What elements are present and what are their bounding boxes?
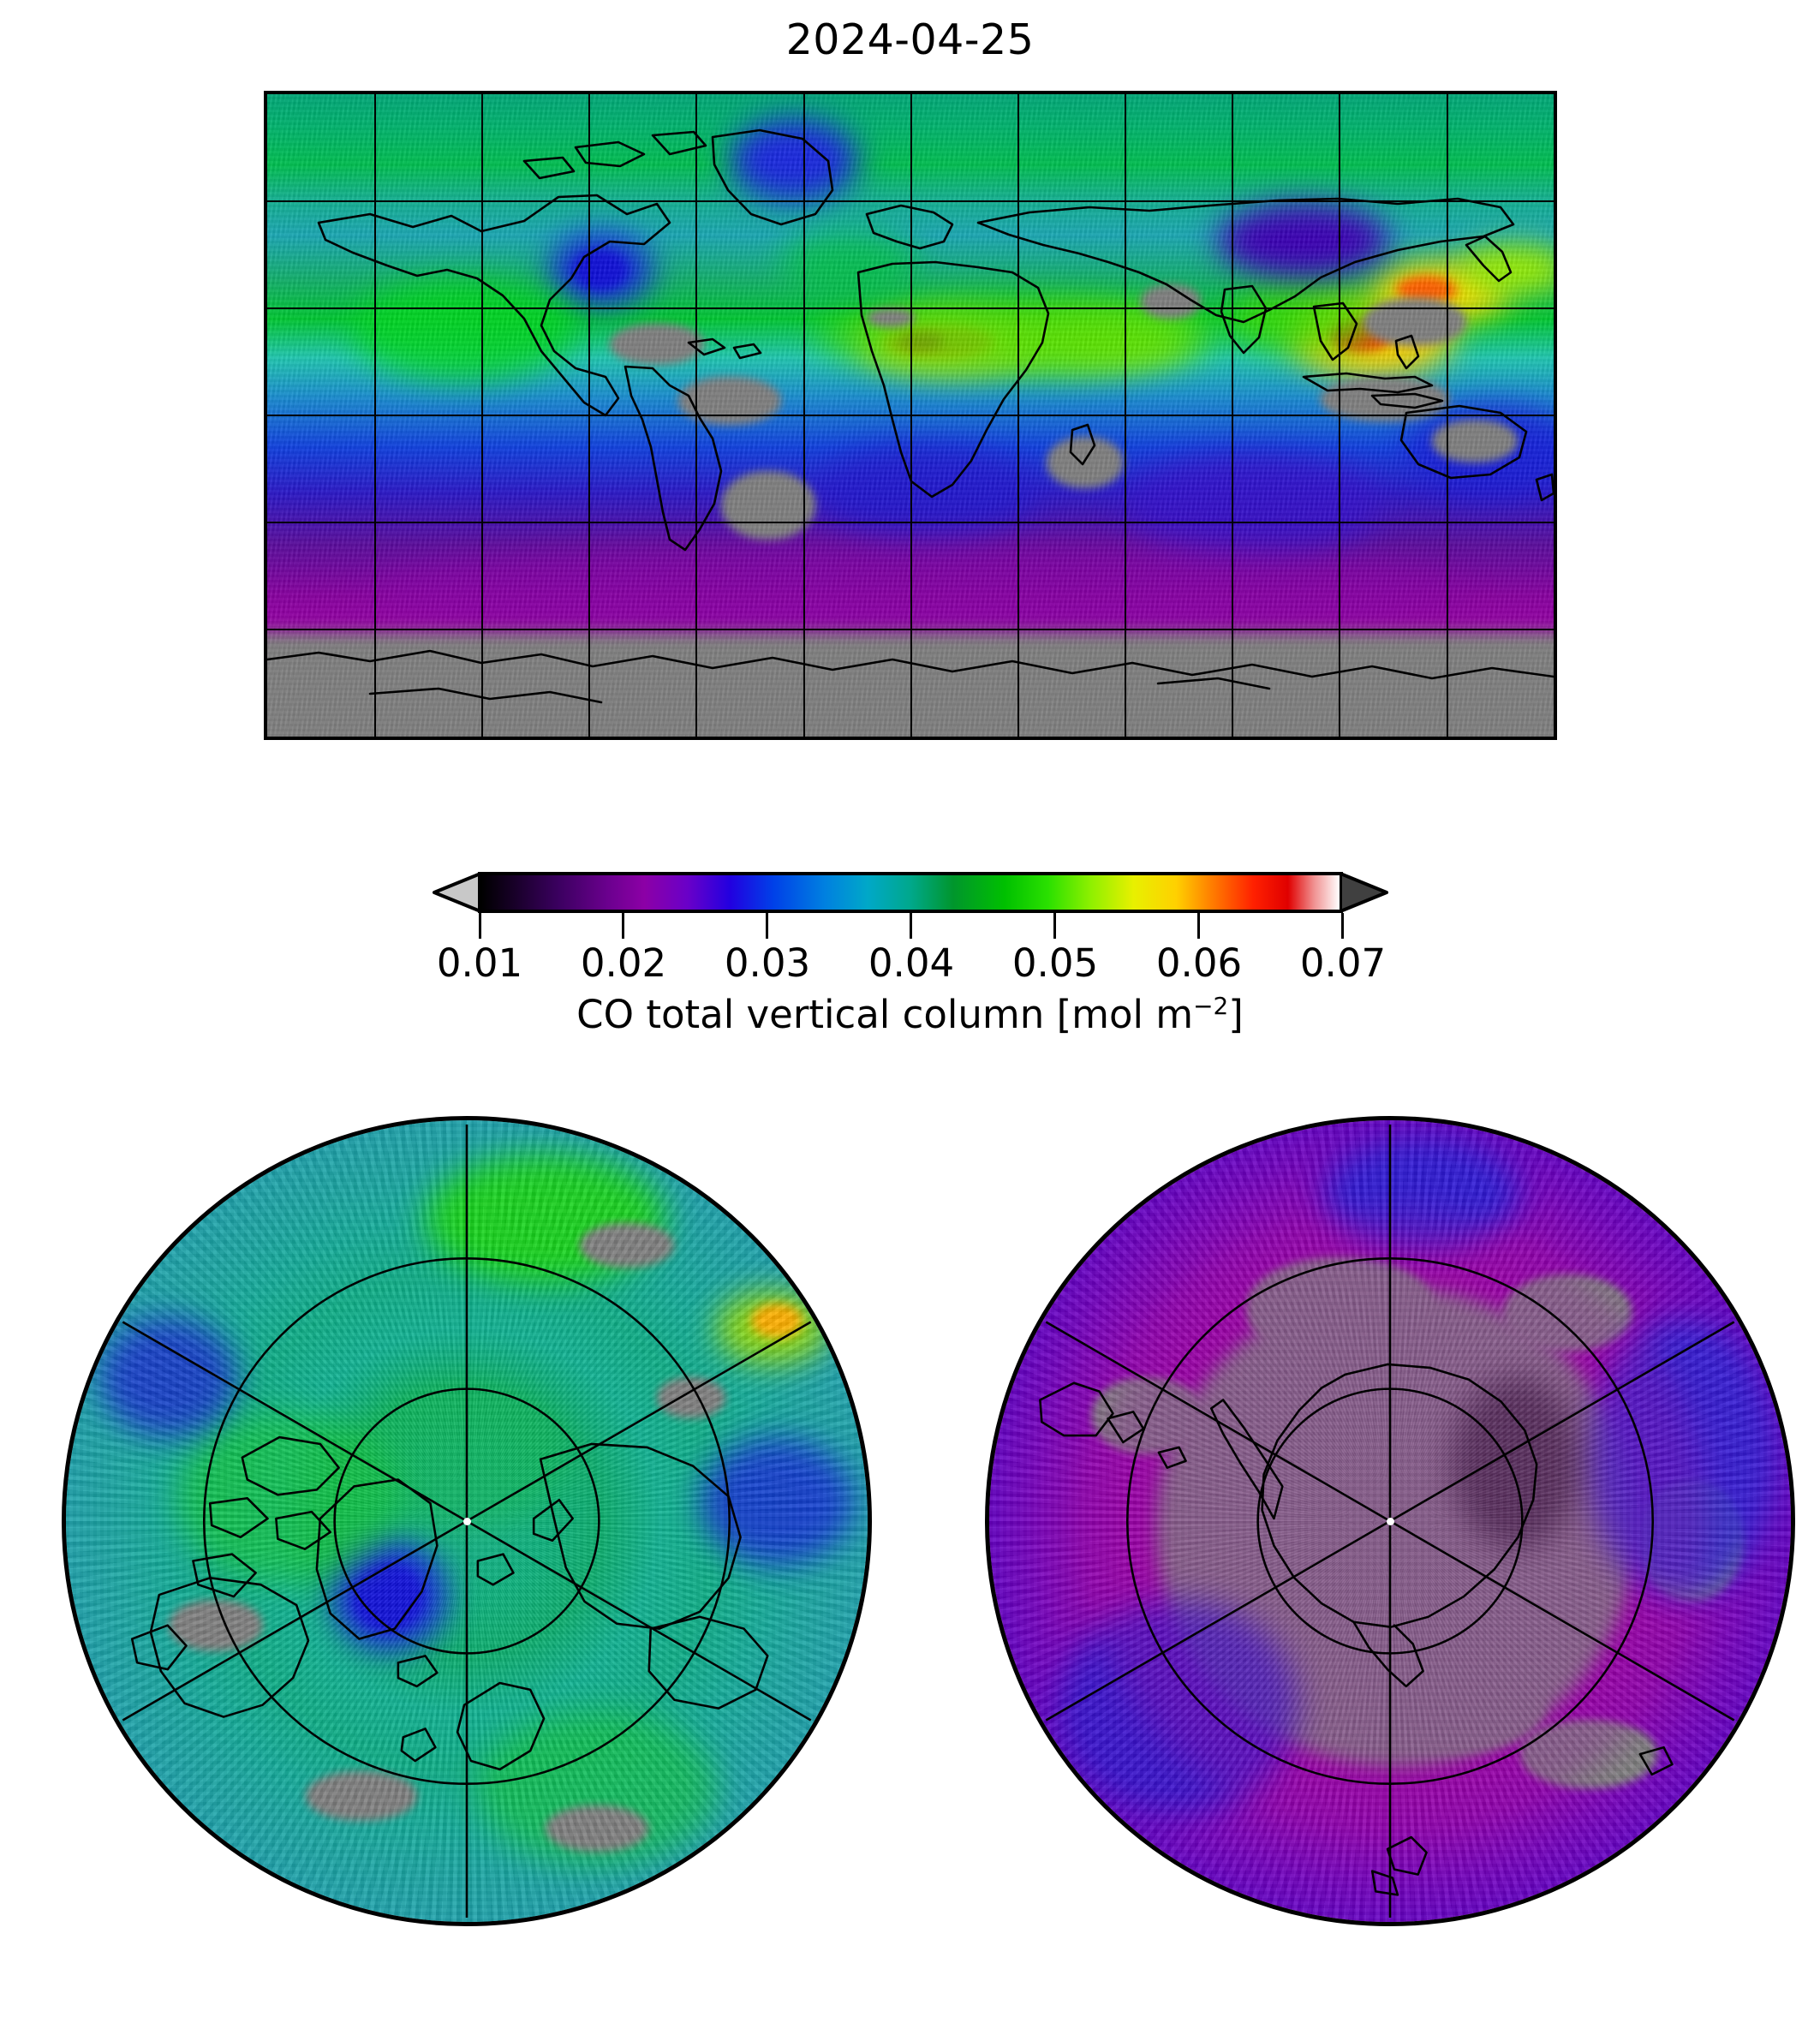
gridline-parallel — [267, 522, 1554, 523]
colorbar-tick-label: 0.01 — [436, 940, 523, 986]
colorbar-axis-label-suffix: ] — [1228, 992, 1244, 1037]
north-polar-stereographic-map[interactable] — [62, 1116, 872, 1926]
gridline-parallel — [267, 200, 1554, 202]
colorbar-tick — [910, 913, 912, 939]
south-co-blue-north — [1323, 1137, 1520, 1249]
colorbar-tick-label: 0.06 — [1155, 940, 1243, 986]
gridline-parallel — [267, 629, 1554, 630]
south-pole-marker — [1386, 1517, 1394, 1525]
colorbar-tick — [622, 913, 624, 939]
colorbar-tick-label: 0.02 — [580, 940, 667, 986]
colorbar-tick — [1053, 913, 1056, 939]
global-equirectangular-map[interactable] — [264, 91, 1557, 740]
south-polar-stereographic-map[interactable] — [985, 1116, 1795, 1926]
figure-title: 2024-04-25 — [785, 15, 1035, 64]
north-pole-marker — [462, 1517, 471, 1525]
co-feature-southern-ocean-low — [370, 540, 1466, 642]
co-feature-south-indian-low — [1124, 454, 1381, 557]
colorbar-tick — [479, 913, 481, 939]
colorbar[interactable]: 0.01 0.02 0.03 0.04 0.05 0.06 0.07 CO to… — [0, 865, 1820, 1079]
colorbar-tick — [1341, 913, 1344, 939]
colorbar-axis-label: CO total vertical column [mol m−2] — [0, 992, 1820, 1037]
colorbar-tick-label: 0.07 — [1299, 940, 1387, 986]
colorbar-axis-label-text: CO total vertical column [mol m — [576, 992, 1194, 1037]
colorbar-gradient[interactable] — [478, 872, 1343, 913]
colorbar-under-arrow — [433, 872, 480, 913]
colorbar-over-arrow — [1340, 872, 1388, 913]
colorbar-tick-label: 0.03 — [724, 940, 811, 986]
colorbar-tick-label: 0.04 — [868, 940, 955, 986]
north-nodata-patch-5 — [546, 1805, 648, 1852]
colorbar-axis-label-exponent: −2 — [1193, 992, 1229, 1020]
gridline-parallel — [267, 415, 1554, 416]
gridline-parallel — [267, 307, 1554, 309]
colorbar-ticks — [433, 913, 1388, 942]
colorbar-tick-labels: 0.01 0.02 0.03 0.04 0.05 0.06 0.07 — [433, 940, 1388, 988]
colorbar-tick-label: 0.05 — [1011, 940, 1099, 986]
global-map-raster — [267, 94, 1554, 737]
colorbar-tick — [766, 913, 768, 939]
colorbar-tick — [1197, 913, 1200, 939]
colorbar-bar[interactable] — [433, 872, 1388, 922]
nodata-mask-s-america — [721, 471, 815, 540]
